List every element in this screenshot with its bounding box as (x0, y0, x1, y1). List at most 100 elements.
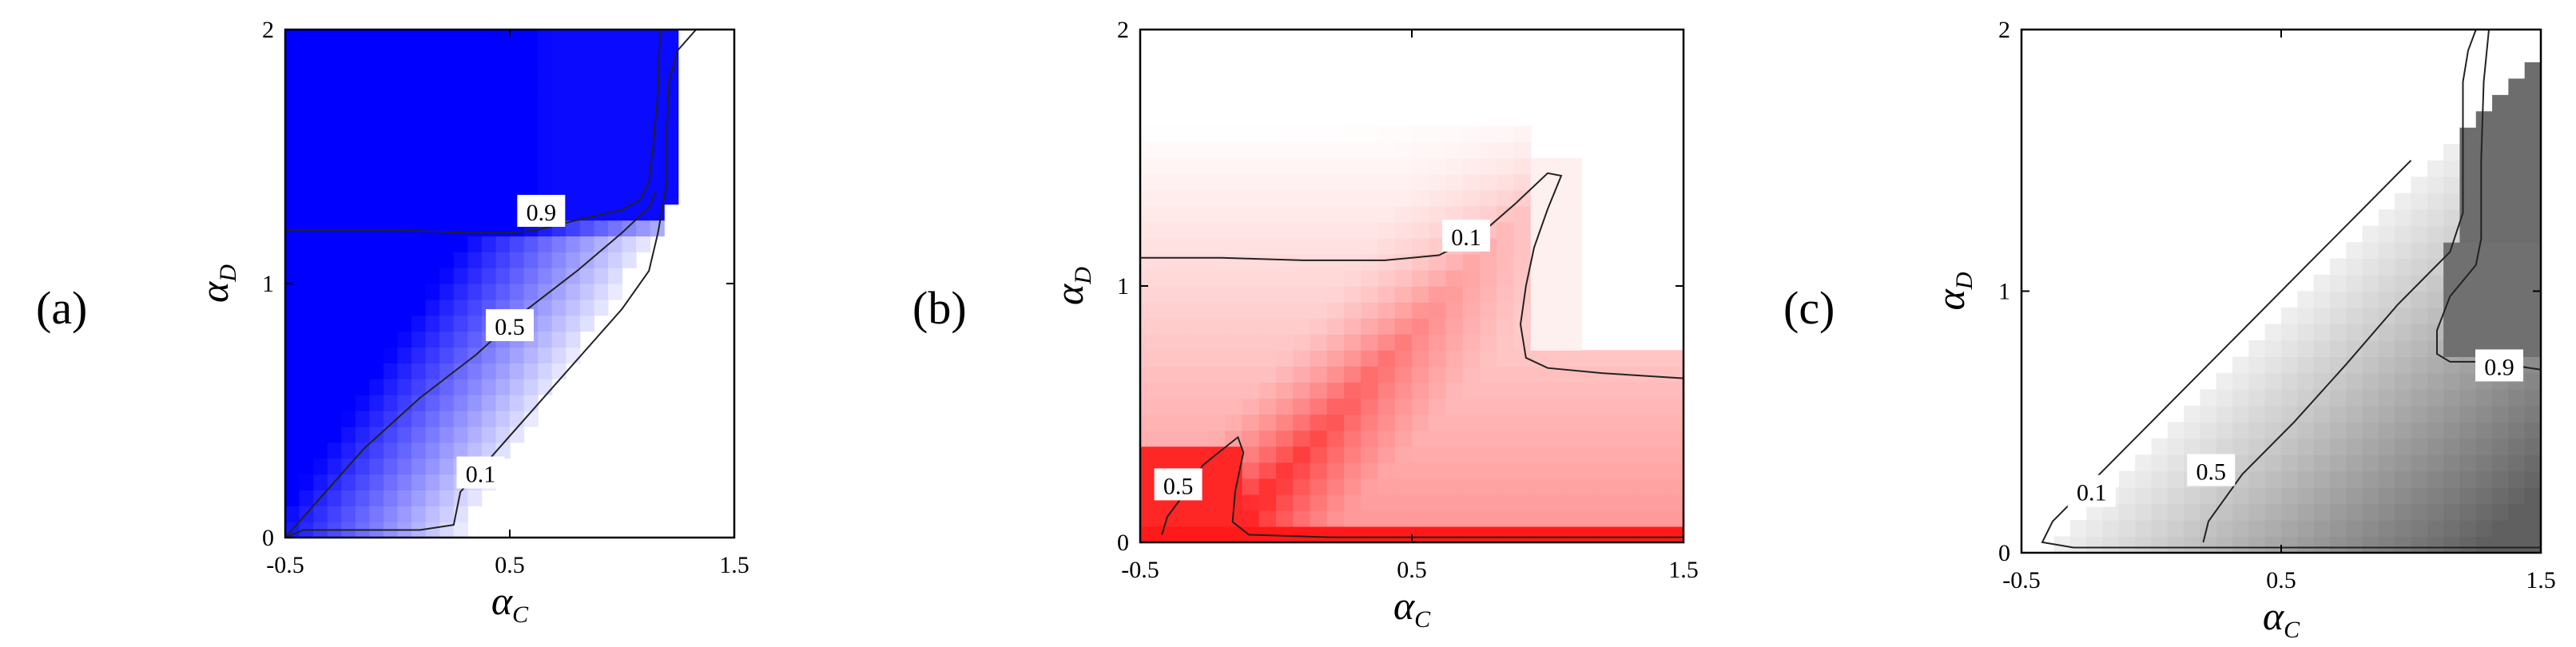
heatmap-cell (2329, 405, 2347, 423)
heatmap-cell (1361, 189, 1379, 207)
heatmap-cell (594, 157, 609, 173)
heatmap-cell (1140, 446, 1158, 463)
heatmap-cell (1377, 398, 1396, 415)
heatmap-cell (439, 490, 455, 506)
heatmap-cell (313, 395, 328, 411)
heatmap-cell (622, 30, 637, 46)
heatmap-cell (2411, 307, 2428, 325)
heatmap-cell (2411, 520, 2428, 538)
x-axis-label: αC (491, 578, 529, 628)
heatmap-cell (1497, 125, 1515, 143)
heatmap-cell (2411, 536, 2428, 554)
heatmap-cell (1258, 269, 1277, 287)
heatmap-cell (1174, 334, 1192, 351)
x-axis-label: αC (2263, 593, 2300, 643)
heatmap-cell (538, 299, 553, 316)
heatmap-cell (2264, 422, 2282, 439)
heatmap-cell (1276, 350, 1294, 367)
heatmap-cell (2508, 160, 2526, 177)
heatmap-cell (2264, 520, 2282, 538)
heatmap-cell (285, 141, 300, 157)
heatmap-cell (1225, 366, 1243, 383)
heatmap-cell (664, 77, 679, 94)
heatmap-cell (285, 347, 300, 363)
heatmap-cell (1480, 269, 1497, 287)
heatmap-cell (2313, 275, 2331, 292)
heatmap-cell (1225, 141, 1243, 159)
heatmap-cell (383, 188, 399, 205)
heatmap-cell (551, 109, 566, 125)
heatmap-cell (299, 61, 314, 78)
heatmap-cell (1191, 157, 1209, 175)
heatmap-cell (2297, 422, 2315, 439)
heatmap-cell (1666, 462, 1684, 479)
heatmap-cell (1513, 414, 1532, 431)
heatmap-cell (2086, 520, 2104, 538)
heatmap-cell (2395, 536, 2412, 554)
heatmap-cell (2443, 258, 2461, 276)
heatmap-cell (2475, 144, 2493, 161)
heatmap-cell (2313, 324, 2331, 341)
heatmap-cell (2492, 94, 2509, 112)
heatmap-cell (1361, 302, 1379, 319)
heatmap-cell (1412, 237, 1429, 255)
heatmap-cell (1564, 478, 1583, 495)
heatmap-cell (2524, 454, 2542, 472)
heatmap-cell (425, 45, 440, 62)
heatmap-cell (2248, 389, 2266, 407)
heatmap-cell (383, 284, 399, 300)
heatmap-cell (1632, 366, 1651, 383)
heatmap-cell (425, 299, 440, 316)
heatmap-cell (2395, 258, 2412, 276)
heatmap-cell (1632, 414, 1651, 431)
y-tick-label: 2 (262, 17, 274, 43)
heatmap-cell (1480, 494, 1497, 511)
heatmap-cell (2264, 470, 2282, 488)
heatmap-cell (299, 252, 314, 268)
heatmap-cell (285, 109, 300, 125)
heatmap-cell (1258, 334, 1277, 351)
heatmap-cell (1412, 462, 1429, 479)
heatmap-cell (1310, 334, 1328, 351)
heatmap-cell (1174, 125, 1192, 143)
heatmap-cell (2459, 536, 2477, 554)
heatmap-cell (1225, 221, 1243, 239)
heatmap-cell (538, 347, 553, 363)
heatmap-cell (1361, 526, 1379, 543)
heatmap-cell (594, 204, 609, 221)
heatmap-cell (2329, 307, 2347, 325)
heatmap-cell (622, 61, 637, 78)
heatmap-cell (2524, 405, 2542, 423)
contour-label: 0.5 (495, 314, 525, 340)
heatmap-cell (383, 268, 399, 284)
heatmap-cell (2232, 438, 2249, 455)
heatmap-cell (2281, 324, 2298, 341)
heatmap-cell (579, 220, 594, 236)
heatmap-cell (2378, 356, 2395, 374)
heatmap-cell (2346, 258, 2363, 276)
heatmap-cell (1344, 221, 1362, 239)
heatmap-cell (299, 299, 314, 316)
heatmap-cell (1344, 510, 1362, 527)
heatmap-cell (538, 252, 553, 268)
heatmap-cell (397, 141, 412, 157)
heatmap-cell (1429, 253, 1447, 271)
heatmap-cell (425, 395, 440, 411)
heatmap-cell (411, 458, 427, 475)
heatmap-cell (299, 395, 314, 411)
heatmap-cell (566, 331, 581, 348)
heatmap-cell (2459, 193, 2477, 210)
heatmap-cell (1310, 430, 1328, 447)
heatmap-cell (355, 506, 370, 522)
heatmap-cell (299, 411, 314, 427)
heatmap-cell (1361, 398, 1379, 415)
heatmap-cell (566, 61, 581, 78)
heatmap-cell (411, 172, 427, 189)
heatmap-cell (1191, 526, 1209, 543)
heatmap-cell (467, 141, 483, 157)
heatmap-cell (510, 45, 525, 62)
heatmap-cell (495, 395, 511, 411)
heatmap-cell (566, 252, 581, 268)
heatmap-cell (425, 236, 440, 252)
heatmap-cell (453, 331, 468, 348)
